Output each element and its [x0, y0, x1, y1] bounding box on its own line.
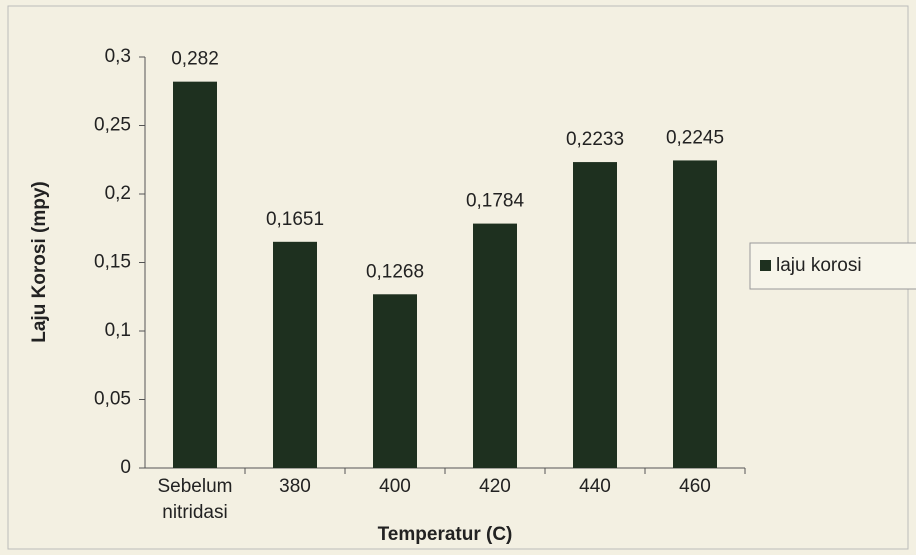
y-tick-label: 0: [120, 457, 131, 478]
value-label: 0,2245: [666, 127, 724, 148]
bar: [573, 162, 617, 468]
value-label: 0,2233: [566, 129, 624, 150]
y-axis-title: Laju Korosi (mpy): [29, 181, 50, 343]
y-tick-label: 0,2: [105, 183, 131, 204]
value-label: 0,282: [171, 49, 219, 70]
x-axis-title: Temperatur (C): [378, 524, 513, 545]
bar: [273, 242, 317, 468]
x-tick-label: 380: [245, 474, 345, 500]
legend-label: laju korosi: [776, 255, 862, 276]
value-label: 0,1651: [266, 209, 324, 230]
x-tick-label: 420: [445, 474, 545, 500]
y-tick-label: 0,25: [94, 115, 131, 136]
y-tick-label: 0,3: [105, 46, 131, 67]
chart: Laju Korosi (mpy) Temperatur (C) 0 0,05 0,…: [0, 0, 916, 555]
x-tick-label: 400: [345, 474, 445, 500]
bar: [173, 82, 217, 468]
y-tick-label: 0,1: [105, 320, 131, 341]
bar: [473, 224, 517, 468]
y-tick-label: 0,15: [94, 252, 131, 273]
y-tick-label: 0,05: [94, 389, 131, 410]
bar: [673, 160, 717, 468]
value-label: 0,1268: [366, 261, 424, 282]
x-tick-label: Sebelum nitridasi: [145, 474, 245, 526]
value-label: 0,1784: [466, 191, 525, 212]
legend-swatch: [760, 260, 771, 271]
x-tick-label: 460: [645, 474, 745, 500]
chart-page: Laju Korosi (mpy) Temperatur (C) 0 0,05 0,…: [0, 0, 916, 555]
bar: [373, 294, 417, 468]
x-tick-label: 440: [545, 474, 645, 500]
